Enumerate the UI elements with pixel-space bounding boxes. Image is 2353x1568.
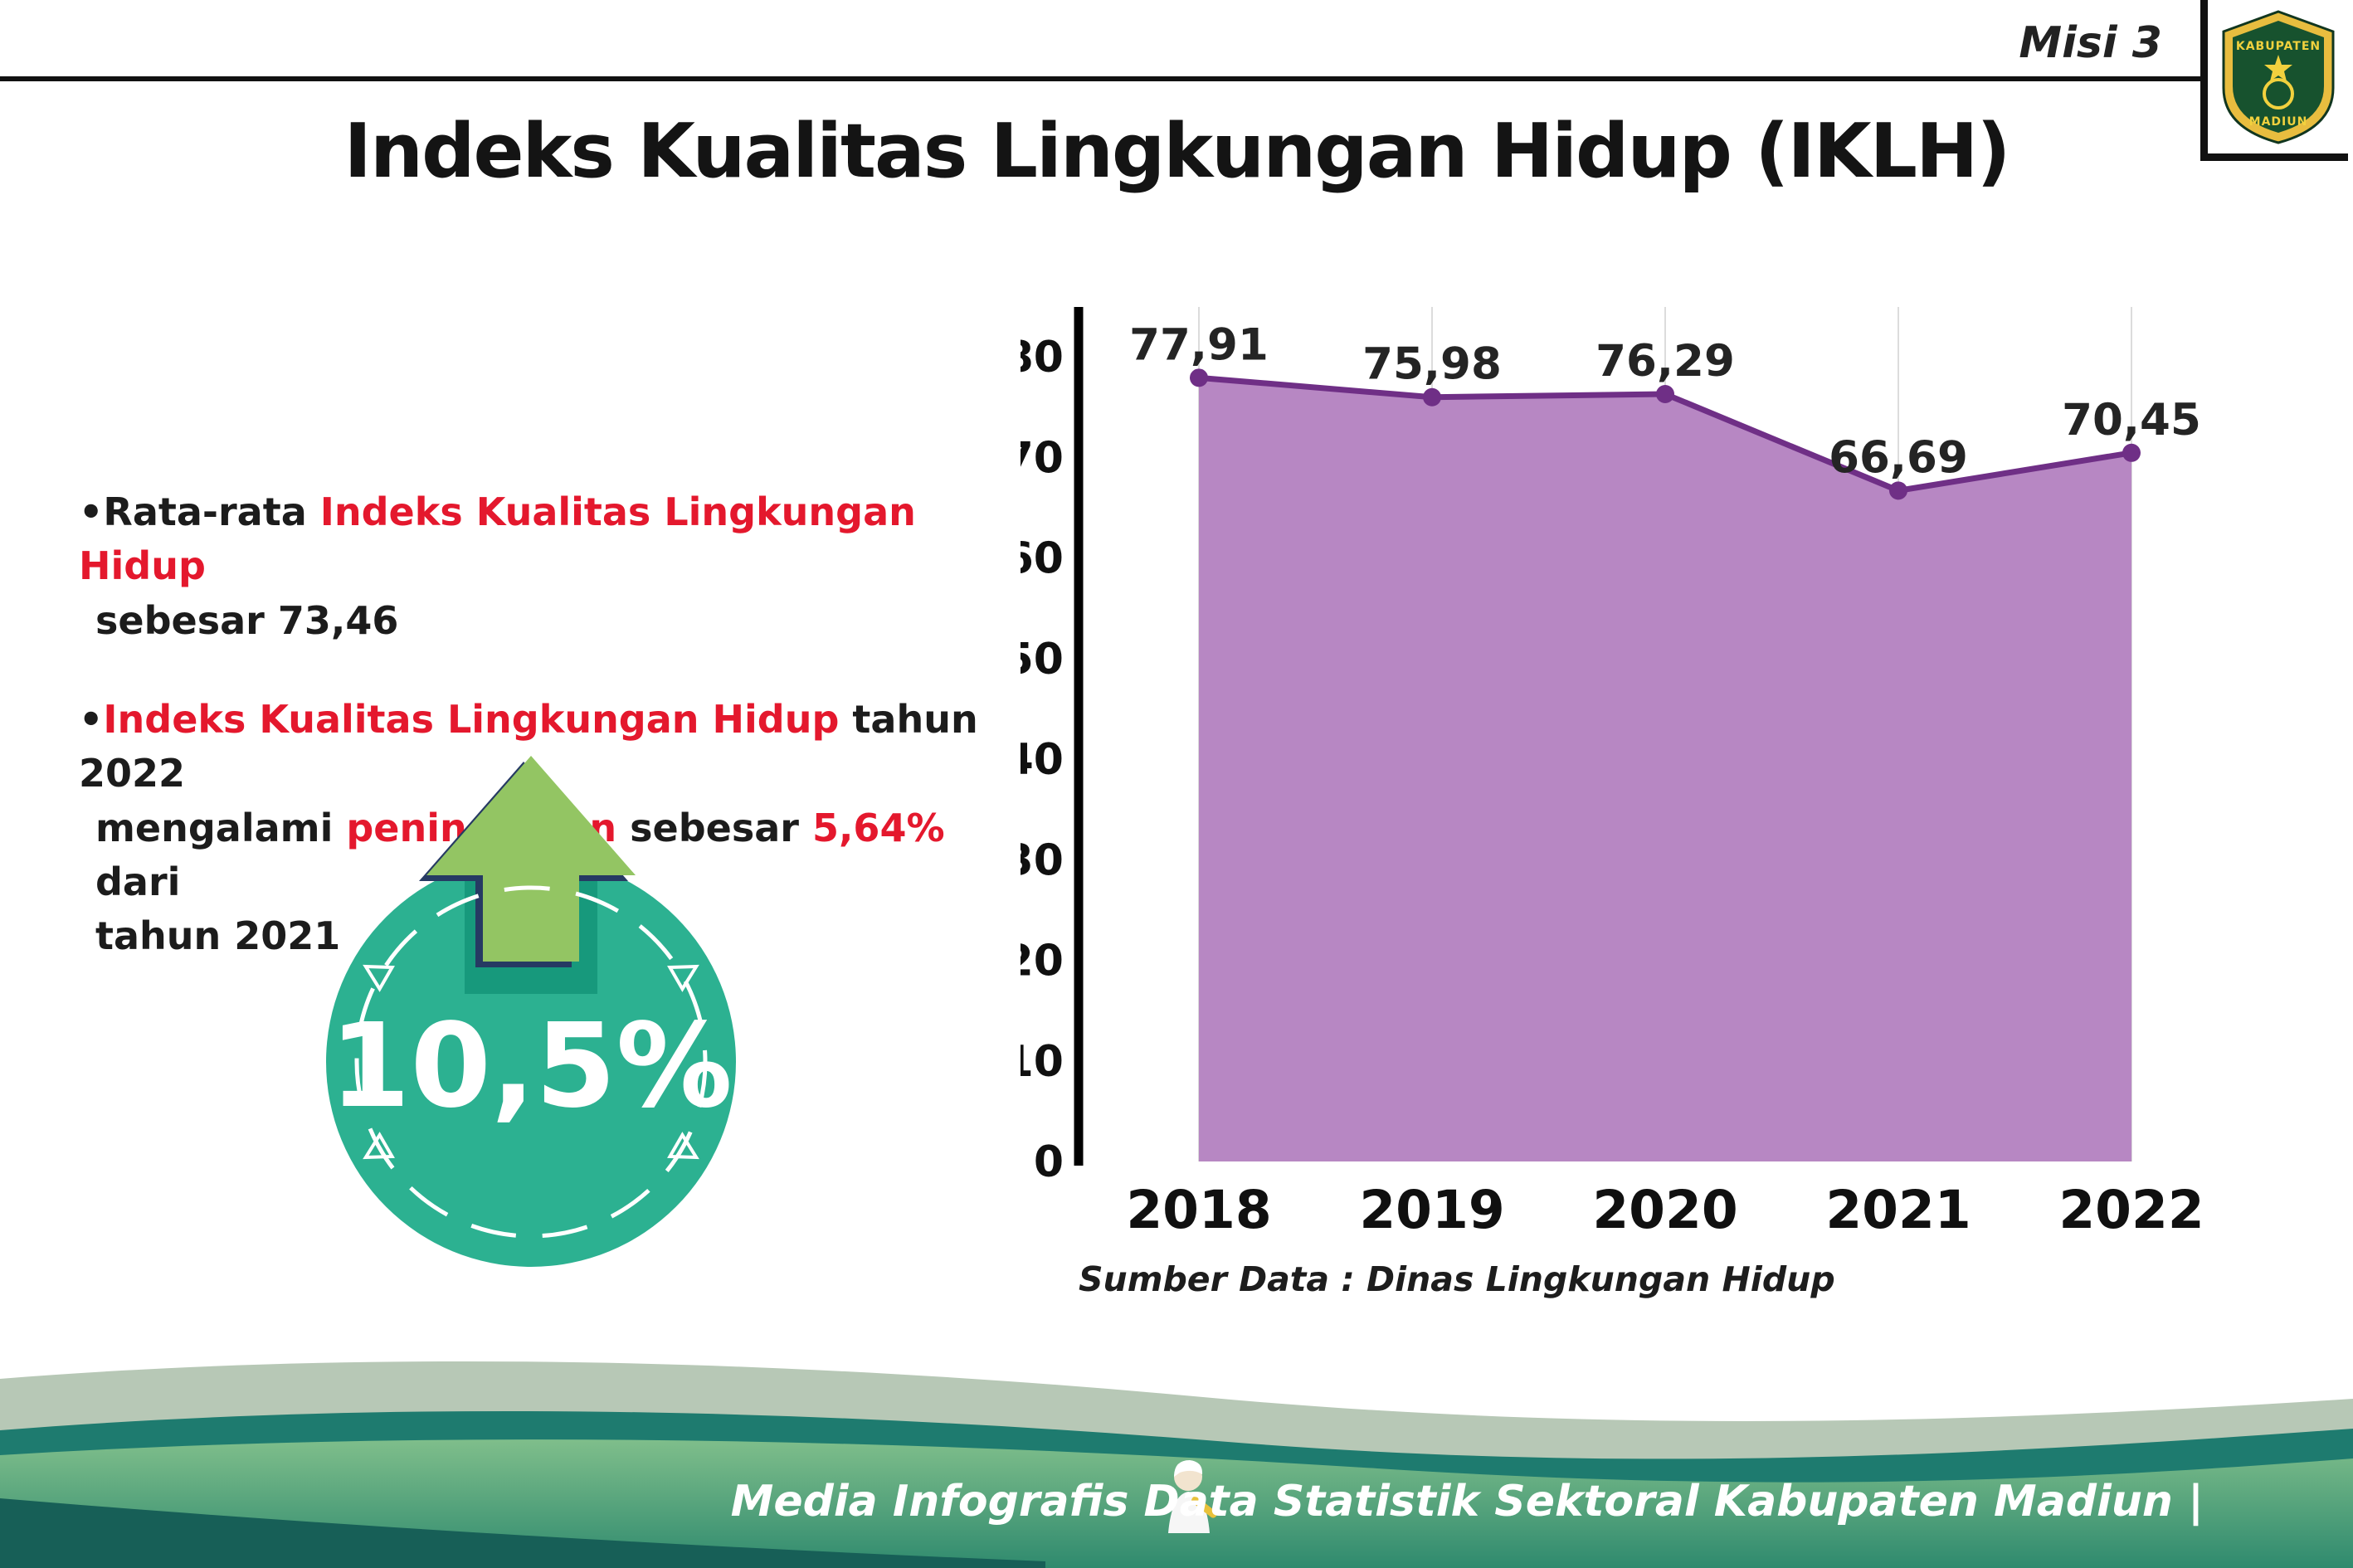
up-arrow-icon [426, 756, 636, 962]
data-source-caption: Sumber Data : Dinas Lingkungan Hidup [1079, 1259, 1835, 1299]
chart-area-fill [1199, 377, 2131, 1161]
footer-caption: Media Infografis Data Statistik Sektoral… [730, 1477, 2204, 1527]
misi-label: Misi 3 [2019, 18, 2162, 68]
badge-value: 10,5% [329, 999, 733, 1134]
wave-dark-wedge [0, 1498, 1045, 1568]
bullet2-line3: tahun 2021 [95, 913, 341, 959]
ring-triangle-icon [363, 964, 395, 992]
increase-percentage-badge: 10,5% [326, 756, 736, 1267]
ring-triangle-icon [363, 1132, 395, 1160]
chart-y-tick-label: 80 [1021, 333, 1064, 382]
kabupaten-madiun-crest-icon: KABUPATEN MADIUN [2222, 10, 2334, 144]
chart-point [1190, 368, 1208, 387]
chart-y-tick-label: 60 [1021, 534, 1064, 584]
chart-point [1889, 481, 1907, 500]
bullet2-line1: •Indeks Kualitas Lingkungan Hidup tahun … [79, 693, 1033, 801]
chart-y-tick-label: 40 [1021, 735, 1064, 785]
iklh-chart-area: 77,91 2018 75,98 2019 76,29 2020 66,69 2021 70,4… [1004, 295, 2290, 1327]
chart-x-tick-label: 2021 [1825, 1180, 1971, 1240]
chart-x-tick-label: 2018 [1126, 1180, 1271, 1240]
bullet1-prefix: Rata-rata [103, 489, 320, 534]
header-divider [0, 76, 2200, 81]
bullet2-highlight3: 5,64% [811, 805, 945, 850]
chart-value-label: 66,69 [1829, 432, 1968, 483]
page-title: Indeks Kualitas Lingkungan Hidup (IKLH) [343, 108, 2011, 195]
bullet1-line1: •Rata-rata Indeks Kualitas Lingkungan Hi… [79, 485, 1033, 594]
chart-value-label: 75,98 [1362, 339, 1502, 390]
chart-value-label: 76,29 [1595, 336, 1735, 387]
logo-top-text: KABUPATEN [2235, 40, 2320, 53]
chart-y-tick-label: 30 [1021, 835, 1064, 885]
bullet-dot: • [79, 696, 104, 742]
bullet2-text1: tahun 2022 [79, 696, 978, 796]
star-icon [2263, 55, 2292, 81]
chart-value-label: 77,91 [1129, 319, 1269, 370]
chart-point [2122, 443, 2141, 462]
chart-y-tick-label: 70 [1021, 433, 1064, 483]
bullet2-text3: sebesar [616, 805, 812, 850]
chart-x-tick-label: 2022 [2058, 1180, 2204, 1240]
ring-triangle-icon [667, 964, 699, 992]
chart-point [1656, 384, 1674, 403]
bullet1-highlight: Indeks Kualitas Lingkungan Hidup [79, 489, 916, 589]
chart-point [1423, 387, 1441, 407]
bullet1-line2: sebesar 73,46 [95, 597, 399, 643]
chart-y-tick-label: 50 [1021, 635, 1064, 684]
bullet2-text4: dari [95, 859, 181, 904]
chart-value-label: 70,45 [2062, 395, 2201, 446]
mascot-icon [1168, 1460, 1217, 1533]
bullet-average-iklh: •Rata-rata Indeks Kualitas Lingkungan Hi… [79, 485, 1033, 648]
chart-y-tick-label: 0 [1034, 1137, 1064, 1187]
bullet2-text2: mengalami [95, 805, 347, 850]
chart-y-tick-label: 20 [1021, 937, 1064, 986]
bullet-dot: • [79, 489, 104, 534]
chart-y-tick-label: 10 [1021, 1037, 1064, 1087]
chart-x-tick-label: 2019 [1359, 1180, 1504, 1240]
logo-bottom-text: MADIUN [2248, 115, 2307, 129]
kabupaten-madiun-logo-frame: KABUPATEN MADIUN [2200, 0, 2348, 161]
footer-waves [0, 1361, 2353, 1568]
dashed-ring [354, 885, 708, 1239]
badge-circle [326, 857, 736, 1267]
iklh-area-chart: 77,91 2018 75,98 2019 76,29 2020 66,69 2021 70,4… [1004, 307, 2204, 1240]
bullet2-highlight1: Indeks Kualitas Lingkungan Hidup [103, 696, 840, 742]
chart-x-tick-label: 2020 [1592, 1180, 1737, 1240]
ring-triangle-icon [667, 1132, 699, 1160]
